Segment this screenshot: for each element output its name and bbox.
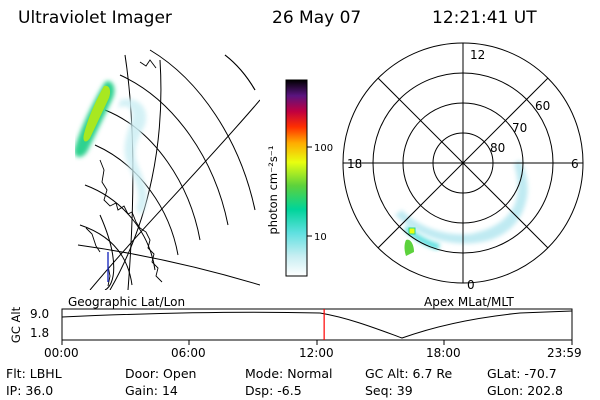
mlat-label-60: 60	[535, 99, 550, 113]
param-mode: Mode: Normal	[245, 366, 333, 381]
time-tick: 06:00	[171, 346, 206, 360]
left-panel-label: Geographic Lat/Lon	[68, 295, 186, 309]
altitude-tick: 1.8	[30, 326, 50, 340]
colorbar-tick: 10	[314, 232, 327, 243]
latitude-line	[104, 109, 201, 241]
mlat-label-80: 80	[490, 141, 505, 155]
mlt-label-midnight: 0	[467, 278, 475, 292]
mlt-label-noon: 12	[470, 48, 485, 62]
latitude-line	[224, 54, 256, 91]
param-ip: IP: 36.0	[6, 383, 54, 398]
right-panel-label: Apex MLat/MLT	[424, 295, 514, 309]
param-gain: Gain: 14	[125, 383, 178, 398]
auroral-oval-geo	[75, 81, 147, 215]
time-tick: 23:59	[547, 346, 582, 360]
geographic-map	[75, 49, 260, 290]
param-glat: GLat: -70.7	[487, 366, 557, 381]
mlat-label-70: 70	[512, 121, 527, 135]
colorbar-unit-label: photon cm⁻²s⁻¹	[266, 146, 280, 235]
param-glon: GLon: 202.8	[487, 383, 563, 398]
colorbar-tick: 100	[314, 143, 333, 154]
param-dsp: Dsp: -6.5	[245, 383, 302, 398]
longitude-line	[77, 244, 260, 286]
longitude-line	[89, 99, 260, 290]
param-flt: Flt: LBHL	[6, 366, 62, 381]
latitude-line	[149, 49, 256, 211]
altitude-strip	[61, 308, 573, 345]
altitude-tick: 9.0	[30, 307, 50, 321]
time-tick: 00:00	[44, 346, 79, 360]
colorbar: 100 10 photon cm⁻²s⁻¹	[266, 79, 333, 277]
mlt-label-dusk: 18	[347, 157, 362, 171]
latitude-line	[79, 224, 133, 286]
instrument-title: Ultraviolet Imager	[18, 8, 172, 28]
param-seq: Seq: 39	[365, 383, 413, 398]
mlt-label-dawn: 6	[571, 157, 579, 171]
time-tick: 18:00	[426, 346, 461, 360]
latitude-line	[119, 74, 229, 226]
param-door: Door: Open	[125, 366, 197, 381]
auroral-oval-mag	[395, 160, 528, 256]
altitude-axis-label: GC Alt	[9, 306, 24, 344]
time-tick: 12:00	[299, 346, 334, 360]
longitude-line	[99, 214, 115, 290]
time-label: 12:21:41 UT	[432, 8, 537, 28]
map-outer-arcs	[224, 54, 256, 91]
altitude-curve	[61, 310, 573, 339]
polar-plot: 12 18 6 0 60 70 80	[342, 42, 584, 292]
latitude-line	[94, 144, 179, 256]
param-gc-alt: GC Alt: 6.7 Re	[365, 366, 453, 381]
longitude-line	[109, 59, 162, 290]
mlt-meridian	[377, 77, 549, 249]
date-label: 26 May 07	[272, 8, 362, 28]
